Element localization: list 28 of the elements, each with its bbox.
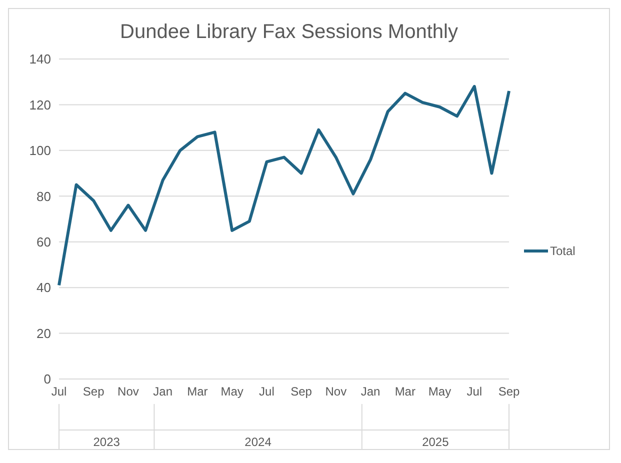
y-tick-label: 40	[36, 280, 51, 296]
x-tick-label: Mar	[394, 384, 416, 399]
x-tick-label: Nov	[325, 384, 347, 399]
line-series	[58, 84, 510, 287]
x-tick-label: Jul	[466, 384, 482, 399]
x-tick-label: Jul	[259, 384, 274, 399]
x-tick-label: Jul	[51, 384, 67, 399]
text: 2024	[244, 435, 272, 449]
x-tick-label: Sep	[498, 384, 520, 399]
x-tick-label: May	[220, 384, 244, 399]
x-tick-label: Jan	[153, 384, 173, 399]
y-tick-label: 60	[36, 234, 51, 250]
text: 2023	[93, 435, 120, 449]
y-tick-label: 20	[36, 326, 51, 341]
x-tick-label: Mar	[187, 384, 208, 399]
y-tick-label: 140	[29, 52, 51, 67]
y-tick-label: 120	[29, 97, 51, 112]
y-tick-label: 100	[29, 143, 51, 158]
legend-label: Total	[550, 244, 576, 258]
chart-title: Dundee Library Fax Sessions Monthly	[119, 21, 459, 44]
y-tick-label: 0	[44, 372, 51, 387]
text: 2025	[422, 435, 450, 449]
x-tick-label: Sep	[290, 384, 312, 399]
x-tick-label: Jan	[360, 384, 380, 399]
y-tick-label: 80	[36, 188, 51, 204]
x-tick-label: May	[428, 384, 452, 399]
x-tick-label: Sep	[82, 384, 105, 399]
x-tick-label: Nov	[118, 384, 139, 399]
